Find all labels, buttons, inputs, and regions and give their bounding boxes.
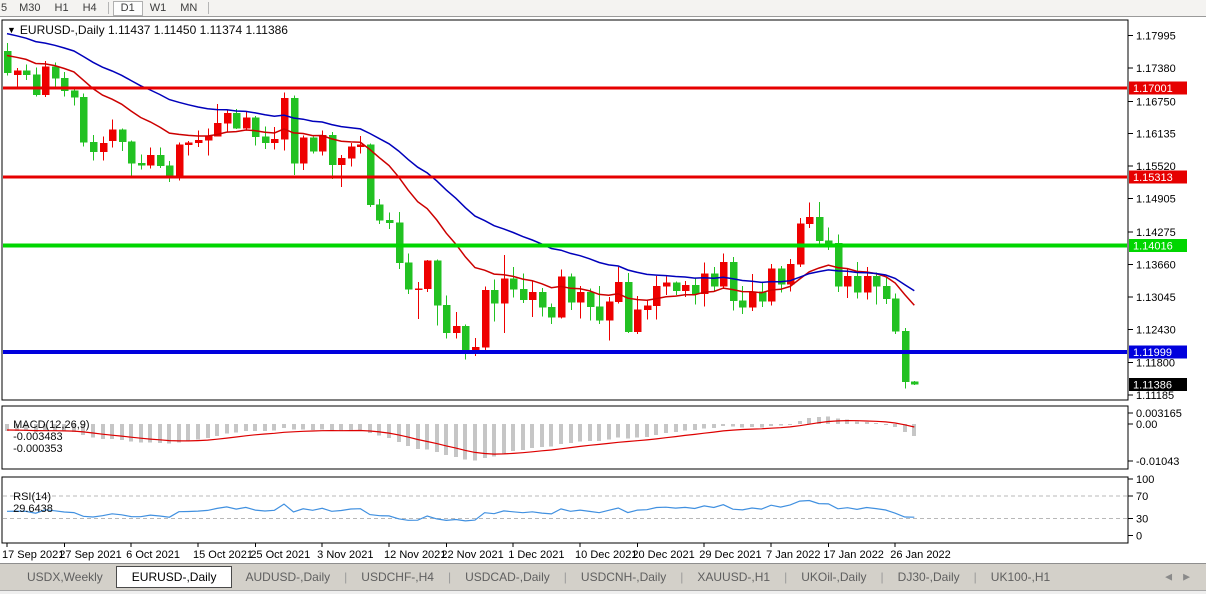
- svg-text:25 Oct 2021: 25 Oct 2021: [250, 549, 310, 561]
- chart-symbol-label: EURUSD-,Daily: [19, 23, 105, 37]
- rsi-name: RSI(14): [13, 491, 52, 503]
- tab-separator: |: [344, 570, 348, 584]
- ma-fast-line: [6, 54, 915, 306]
- tab-separator: |: [880, 570, 884, 584]
- svg-text:27 Sep 2021: 27 Sep 2021: [59, 549, 121, 561]
- macd-signal-value: -0.000353: [13, 443, 63, 455]
- tab-scroll-arrows: ◀ ▶: [1165, 572, 1190, 583]
- svg-text:1.13045: 1.13045: [1136, 292, 1176, 304]
- timeframe-button-M30[interactable]: M30: [19, 2, 41, 14]
- svg-text:12 Nov 2021: 12 Nov 2021: [384, 549, 446, 561]
- ma-slow-line: [6, 32, 915, 292]
- toolbar-separator: [107, 2, 109, 14]
- rsi-value: 29.6438: [13, 503, 53, 515]
- tab-ukoil-daily[interactable]: UKOil-,Daily: [801, 570, 867, 584]
- macd-name: MACD(12,26,9): [13, 419, 90, 431]
- svg-text:1.11800: 1.11800: [1136, 358, 1175, 370]
- svg-text:6 Oct 2021: 6 Oct 2021: [126, 549, 180, 561]
- tab-separator: |: [680, 570, 684, 584]
- tab-audusd-daily[interactable]: AUDUSD-,Daily: [245, 570, 331, 584]
- svg-text:29 Dec 2021: 29 Dec 2021: [699, 549, 761, 561]
- tab-separator: |: [784, 570, 788, 584]
- price-panel[interactable]: [1, 19, 1129, 401]
- svg-text:1.12430: 1.12430: [1136, 324, 1176, 336]
- tab-usdchf-h4[interactable]: USDCHF-,H4: [361, 570, 434, 584]
- macd-value: -0.003483: [13, 431, 63, 443]
- svg-text:1.15520: 1.15520: [1136, 161, 1176, 173]
- tab-usdcad-daily[interactable]: USDCAD-,Daily: [465, 570, 550, 584]
- svg-text:1.16750: 1.16750: [1136, 96, 1176, 108]
- macd-histogram: [5, 416, 916, 461]
- svg-text:1.11386: 1.11386: [1133, 379, 1172, 391]
- candlestick-series: [3, 43, 919, 389]
- tab-usdx-weekly[interactable]: USDX,Weekly: [27, 570, 103, 584]
- rsi-indicator-label: RSI(14) 29.6438: [7, 479, 54, 515]
- svg-text:3 Nov 2021: 3 Nov 2021: [317, 549, 373, 561]
- macd-signal-line: [6, 419, 915, 455]
- svg-text:1.17380: 1.17380: [1136, 63, 1176, 75]
- tab-scroll-left-icon[interactable]: ◀: [1165, 571, 1173, 582]
- chart-title: ▼ EURUSD-,Daily 1.11437 1.11450 1.11374 …: [7, 23, 288, 37]
- high-value: 1.11450: [153, 23, 197, 37]
- tab-xauusd-h1[interactable]: XAUUSD-,H1: [697, 570, 771, 584]
- tab-uk100-h1[interactable]: UK100-,H1: [990, 570, 1051, 584]
- svg-text:30: 30: [1136, 514, 1148, 526]
- svg-text:10 Dec 2021: 10 Dec 2021: [575, 549, 637, 561]
- tab-separator: |: [447, 570, 452, 584]
- symbol-dropdown-icon[interactable]: ▼: [7, 25, 16, 35]
- timeframe-button-H1[interactable]: H1: [54, 2, 69, 14]
- timeframe-button-5[interactable]: 5: [1, 2, 8, 14]
- tab-separator: |: [563, 570, 567, 584]
- status-strip: [0, 590, 1206, 594]
- svg-text:7 Jan 2022: 7 Jan 2022: [766, 549, 820, 561]
- svg-text:1.15313: 1.15313: [1133, 172, 1173, 184]
- low-value: 1.11374: [199, 23, 243, 37]
- svg-text:100: 100: [1136, 474, 1154, 486]
- tab-scroll-right-icon[interactable]: ▶: [1183, 571, 1190, 582]
- svg-text:22 Nov 2021: 22 Nov 2021: [441, 549, 503, 561]
- svg-text:1.13660: 1.13660: [1136, 259, 1176, 271]
- timeframe-button-D1[interactable]: D1: [112, 0, 143, 16]
- toolbar-separator: [208, 2, 210, 14]
- open-value: 1.11437: [107, 23, 151, 37]
- svg-text:1.16135: 1.16135: [1136, 129, 1176, 141]
- svg-text:-0.01043: -0.01043: [1136, 456, 1179, 468]
- svg-text:70: 70: [1136, 491, 1148, 503]
- timeframe-button-MN[interactable]: MN: [180, 2, 198, 14]
- svg-text:1.17001: 1.17001: [1133, 83, 1173, 95]
- svg-text:1.11185: 1.11185: [1136, 390, 1174, 402]
- svg-text:1.14016: 1.14016: [1133, 241, 1173, 253]
- svg-text:1.17995: 1.17995: [1136, 31, 1176, 43]
- tab-usdcnh-daily[interactable]: USDCNH-,Daily: [580, 570, 667, 584]
- tab-eurusd-daily[interactable]: EURUSD-,Daily: [115, 566, 233, 588]
- timeframe-toolbar: 5 M30 H1 H4 D1 W1 MN: [0, 0, 1206, 17]
- price-scale[interactable]: 1.17995 1.17380 1.16750 1.16135 1.15520 1.149…: [1128, 31, 1187, 543]
- tab-dj30-daily[interactable]: DJ30-,Daily: [897, 570, 960, 584]
- symbol-tabbar: USDX,Weekly EURUSD-,Daily AUDUSD-,Daily | US…: [0, 563, 1206, 590]
- svg-text:17 Jan 2022: 17 Jan 2022: [823, 549, 884, 561]
- svg-text:0.003165: 0.003165: [1136, 408, 1182, 420]
- close-value: 1.11386: [245, 23, 288, 37]
- svg-text:17 Sep 2021: 17 Sep 2021: [2, 549, 64, 561]
- tab-separator: |: [973, 570, 977, 584]
- macd-indicator-label: MACD(12,26,9) -0.003483 -0.000353: [7, 407, 93, 455]
- svg-text:1 Dec 2021: 1 Dec 2021: [508, 549, 564, 561]
- svg-text:26 Jan 2022: 26 Jan 2022: [890, 549, 951, 561]
- rsi-line: [6, 499, 915, 522]
- svg-text:0.00: 0.00: [1136, 419, 1157, 431]
- timeframe-button-H4[interactable]: H4: [82, 2, 97, 14]
- svg-text:0: 0: [1136, 531, 1142, 543]
- svg-text:1.11999: 1.11999: [1133, 347, 1172, 359]
- svg-text:15 Oct 2021: 15 Oct 2021: [193, 549, 253, 561]
- svg-text:1.14905: 1.14905: [1136, 194, 1176, 206]
- svg-text:1.14275: 1.14275: [1136, 227, 1176, 239]
- timeframe-button-W1[interactable]: W1: [149, 2, 167, 14]
- svg-text:20 Dec 2021: 20 Dec 2021: [632, 549, 694, 561]
